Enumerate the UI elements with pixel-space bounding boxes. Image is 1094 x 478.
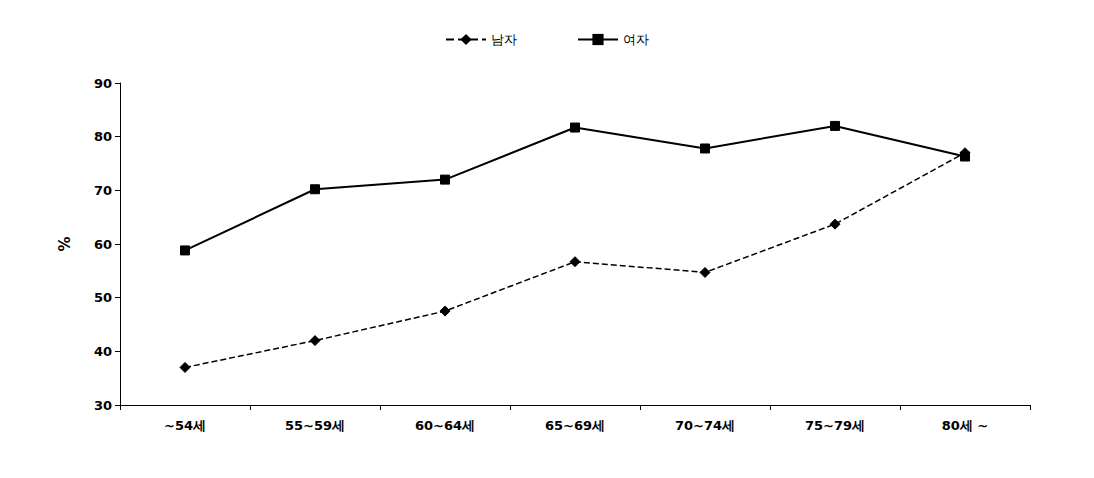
svg-text:75~79세: 75~79세 (805, 418, 865, 433)
svg-text:여자: 여자 (623, 32, 649, 47)
svg-text:80세 ~: 80세 ~ (942, 418, 989, 433)
svg-text:90: 90 (94, 76, 112, 91)
svg-text:40: 40 (94, 344, 112, 359)
svg-text:50: 50 (94, 290, 112, 305)
svg-text:70~74세: 70~74세 (675, 418, 735, 433)
svg-text:60: 60 (94, 237, 112, 252)
svg-text:~54세: ~54세 (164, 418, 206, 433)
svg-text:60~64세: 60~64세 (415, 418, 475, 433)
svg-text:55~59세: 55~59세 (285, 418, 345, 433)
svg-text:남자: 남자 (491, 32, 517, 47)
svg-text:%: % (56, 236, 74, 251)
svg-text:70: 70 (94, 183, 112, 198)
svg-text:65~69세: 65~69세 (545, 418, 605, 433)
svg-text:80: 80 (94, 129, 112, 144)
svg-text:30: 30 (94, 398, 112, 413)
